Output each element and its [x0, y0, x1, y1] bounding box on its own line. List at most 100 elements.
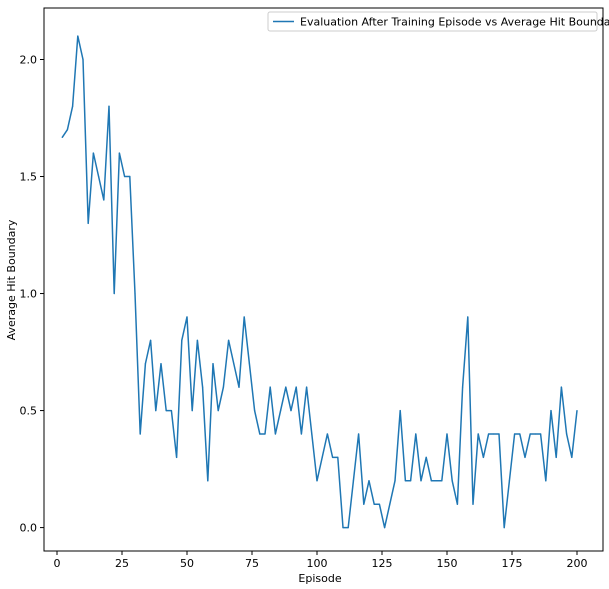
data-point	[337, 456, 339, 458]
data-point	[425, 456, 427, 458]
data-point	[524, 456, 526, 458]
data-point	[498, 433, 500, 435]
data-point	[399, 409, 401, 412]
data-point	[404, 480, 406, 482]
data-point	[150, 339, 152, 341]
data-point	[384, 526, 386, 529]
data-point	[202, 386, 204, 388]
data-point	[534, 433, 537, 435]
legend-label: Evaluation After Training Episode vs Ave…	[300, 16, 609, 29]
data-point	[482, 456, 484, 458]
x-tick-label: 100	[307, 557, 328, 570]
data-point	[394, 480, 396, 482]
data-point	[519, 433, 521, 435]
series-layer	[61, 35, 578, 529]
data-point	[87, 222, 89, 224]
data-point	[139, 433, 141, 435]
data-point	[181, 339, 183, 341]
data-point	[467, 316, 469, 318]
data-point	[576, 409, 578, 412]
y-tick-label: 0.5	[20, 405, 38, 418]
data-point	[243, 316, 245, 318]
data-point	[186, 316, 188, 318]
data-point	[222, 386, 224, 388]
data-point	[477, 433, 479, 435]
x-tick-label: 175	[502, 557, 523, 570]
data-point	[196, 339, 198, 341]
data-point	[436, 480, 438, 482]
data-point	[238, 386, 240, 388]
data-point	[321, 456, 323, 458]
data-point	[248, 363, 250, 365]
data-point	[430, 480, 432, 482]
data-point	[555, 456, 557, 458]
data-point	[129, 175, 131, 178]
y-axis-label: Average Hit Boundary	[5, 219, 18, 340]
data-point	[378, 503, 380, 505]
data-point	[311, 433, 313, 435]
data-point	[92, 152, 94, 154]
data-point	[472, 503, 474, 505]
data-point	[165, 409, 167, 412]
data-point	[212, 363, 214, 365]
data-point	[176, 456, 178, 458]
data-point	[550, 409, 552, 412]
data-point	[352, 480, 354, 482]
data-point	[514, 433, 516, 435]
x-tick-label: 75	[245, 557, 259, 570]
data-point	[306, 386, 308, 388]
data-point	[316, 480, 318, 482]
x-tick-label: 150	[437, 557, 458, 570]
data-point	[420, 480, 422, 482]
data-point	[363, 503, 365, 505]
data-point	[415, 433, 417, 435]
data-point	[529, 433, 531, 435]
data-point	[108, 105, 110, 107]
y-tick-label: 1.0	[20, 288, 38, 301]
data-point	[217, 409, 219, 412]
data-point	[72, 105, 74, 107]
data-point	[170, 409, 172, 412]
data-point	[113, 292, 115, 295]
data-point	[332, 456, 334, 458]
data-point	[462, 386, 464, 388]
data-point	[545, 480, 547, 482]
data-point	[124, 175, 126, 178]
data-point	[98, 175, 100, 178]
axes-frame	[43, 7, 604, 552]
data-point	[451, 480, 453, 482]
x-tick-label: 50	[180, 557, 194, 570]
x-tick-label: 125	[372, 557, 393, 570]
data-point	[389, 503, 391, 505]
data-point	[259, 433, 261, 435]
data-point	[160, 363, 162, 365]
data-point	[410, 480, 412, 482]
data-point	[134, 292, 136, 295]
x-tick-label: 200	[567, 557, 588, 570]
data-point	[280, 409, 282, 412]
data-point	[300, 433, 302, 435]
y-tick-label: 2.0	[20, 53, 38, 66]
data-point	[358, 433, 360, 435]
data-point	[446, 433, 448, 435]
data-point	[269, 386, 271, 388]
data-point	[503, 526, 505, 529]
data-point	[228, 339, 230, 341]
data-point	[368, 480, 370, 482]
data-point	[326, 433, 328, 435]
ticks-layer: 0 25 50 75 100 125 150 175 200 0.0 0.5 1.0 1.5 2.0	[20, 53, 588, 570]
data-point	[488, 433, 490, 435]
data-point	[540, 433, 542, 435]
data-point	[456, 503, 458, 505]
data-point	[285, 386, 287, 388]
data-point	[233, 363, 235, 365]
data-point	[441, 480, 443, 482]
data-point	[77, 35, 79, 37]
data-point	[207, 480, 209, 482]
series-line	[61, 35, 578, 529]
y-tick-label: 0.0	[20, 522, 38, 535]
legend-box	[267, 11, 598, 32]
data-point	[373, 503, 375, 505]
x-tick-label: 0	[54, 557, 61, 570]
